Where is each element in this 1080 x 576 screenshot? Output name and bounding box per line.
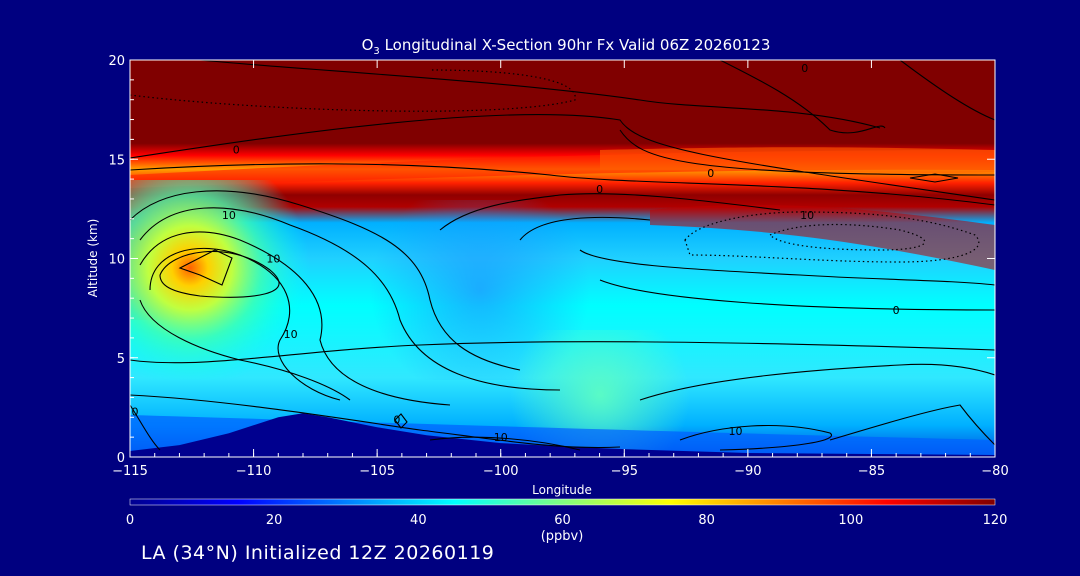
contour-label: 10 bbox=[494, 431, 508, 444]
contour-label: 10 bbox=[222, 209, 236, 222]
contour-label: 0 bbox=[596, 183, 603, 196]
colorbar-units: (ppbv) bbox=[541, 529, 584, 544]
colorbar bbox=[129, 498, 996, 506]
x-axis: −115 −110 −105 −100 −95 −90 −85 −80 bbox=[112, 60, 1009, 479]
colorbar-tick-label: 80 bbox=[698, 513, 715, 528]
contour-label: 10 bbox=[266, 252, 280, 265]
colorbar-tick-label: 40 bbox=[410, 513, 427, 528]
contour-label: 0 bbox=[393, 413, 400, 426]
contour-label: 0 bbox=[131, 405, 138, 418]
x-tick-label: −110 bbox=[236, 464, 272, 479]
x-tick-label: −100 bbox=[483, 464, 519, 479]
x-axis-label: Longitude bbox=[532, 483, 592, 497]
x-tick-label: −80 bbox=[981, 464, 1008, 479]
y-axis: 0 5 10 15 20 bbox=[108, 54, 995, 466]
colorbar-tick-label: 20 bbox=[266, 513, 283, 528]
contour-lines bbox=[130, 60, 995, 451]
y-tick-label: 5 bbox=[117, 352, 125, 367]
contour-label: 10 bbox=[800, 209, 814, 222]
ozone-field: 0 0 0 0 0 0 0 10 10 10 10 10 10 bbox=[130, 60, 995, 457]
contour-label: 10 bbox=[729, 425, 743, 438]
contour-label: 0 bbox=[707, 167, 714, 180]
colorbar-tick-label: 0 bbox=[126, 513, 134, 528]
y-tick-label: 15 bbox=[108, 153, 125, 168]
colorbar-ticks: 0 20 40 60 80 100 120 bbox=[126, 513, 1008, 528]
y-axis-label: Altitude (km) bbox=[86, 219, 100, 298]
contour-label: 0 bbox=[801, 62, 808, 75]
terrain-profile bbox=[130, 413, 995, 457]
x-tick-label: −95 bbox=[611, 464, 638, 479]
colorbar-tick-label: 60 bbox=[554, 513, 571, 528]
contour-label: 10 bbox=[284, 328, 298, 341]
y-tick-label: 20 bbox=[108, 54, 125, 69]
contour-labels: 0 0 0 0 0 0 0 10 10 10 10 10 10 bbox=[131, 62, 899, 444]
colorbar-tick-label: 120 bbox=[983, 513, 1008, 528]
x-tick-label: −85 bbox=[858, 464, 885, 479]
x-tick-label: −105 bbox=[359, 464, 395, 479]
contour-label: 0 bbox=[233, 143, 240, 156]
chart-title: O3 Longitudinal X-Section 90hr Fx Valid … bbox=[362, 36, 771, 57]
x-tick-label: −90 bbox=[734, 464, 761, 479]
x-tick-label: −115 bbox=[112, 464, 148, 479]
footer-initialization-text: LA (34°N) Initialized 12Z 20260119 bbox=[141, 542, 495, 564]
contour-label: 0 bbox=[893, 304, 900, 317]
y-tick-label: 10 bbox=[108, 253, 125, 268]
y-tick-label: 0 bbox=[117, 451, 125, 466]
colorbar-tick-label: 100 bbox=[838, 513, 863, 528]
